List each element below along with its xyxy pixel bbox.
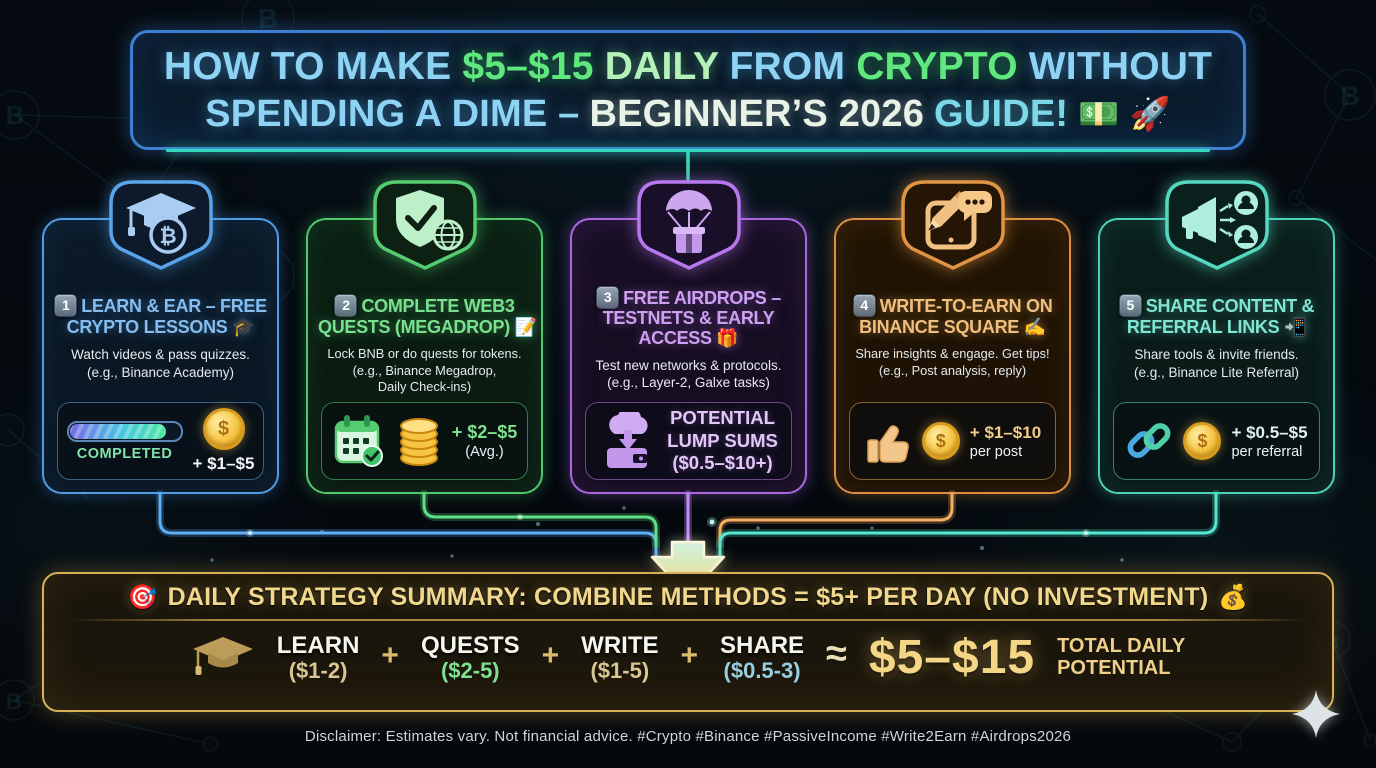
memo-emoji: 📝 bbox=[514, 317, 537, 338]
plus-sign: + bbox=[680, 638, 699, 672]
svg-text:B: B bbox=[1340, 81, 1360, 111]
reward-text: POTENTIAL LUMP SUMS ($0.5–$10+) bbox=[667, 407, 778, 474]
total-amount: $5–$15 bbox=[868, 631, 1036, 684]
number-badge: 5 bbox=[1118, 294, 1142, 317]
money-bag-emoji: 💰 bbox=[1218, 584, 1249, 611]
dollar-coin-icon: $ bbox=[1183, 422, 1222, 460]
card-share-referral: 5 SHARE CONTENT & REFERRAL LINKS 📲 Share … bbox=[1098, 180, 1335, 494]
card-description: Share tools & invite friends. (e.g., Bin… bbox=[1133, 347, 1300, 380]
card-description: Watch videos & pass quizzes. (e.g., Bina… bbox=[71, 347, 250, 380]
number-badge: 3 bbox=[596, 286, 620, 309]
card-title: 2 COMPLETE WEB3 QUESTS (MEGADROP) 📝 bbox=[318, 294, 537, 338]
mobile-phone-emoji: 📲 bbox=[1284, 317, 1307, 338]
card-earnings-box: COMPLETED $ + $1–$5 bbox=[57, 402, 264, 480]
chain-link-icon bbox=[1128, 423, 1171, 458]
sparkle-star-icon bbox=[1292, 690, 1340, 738]
graduation-cap-emoji: 🎓 bbox=[232, 317, 255, 338]
progress-bar bbox=[66, 420, 183, 442]
title-segment: HOW TO MAKE bbox=[163, 44, 452, 88]
graduation-cap-icon bbox=[192, 636, 253, 675]
shield-check-globe-icon bbox=[372, 180, 477, 270]
card-title: 3 FREE AIRDROPS – TESTNETS & EARLY ACCESS… bbox=[582, 286, 795, 349]
daily-strategy-summary: 🎯 DAILY STRATEGY SUMMARY: COMBINE METHOD… bbox=[42, 572, 1334, 712]
svg-text:B: B bbox=[6, 100, 25, 130]
dollar-coin-icon: $ bbox=[921, 422, 960, 460]
summary-item-learn: LEARN ($1-2) bbox=[276, 632, 360, 683]
title-line-2: SPENDING A DIME – BEGINNER’S 2026 GUIDE!… bbox=[205, 93, 1171, 136]
summary-divider bbox=[70, 619, 1306, 621]
title-segment: SPENDING A DIME – bbox=[205, 92, 580, 135]
title-line-1: HOW TO MAKE $5–$15 DAILY FROM CRYPTO WIT… bbox=[164, 45, 1212, 89]
reward-note: per referral bbox=[1231, 443, 1303, 460]
reward-amount: + $2–$5 bbox=[451, 422, 518, 442]
title-segment: DAILY bbox=[604, 44, 719, 88]
title-banner: HOW TO MAKE $5–$15 DAILY FROM CRYPTO WIT… bbox=[130, 30, 1246, 150]
title-segment: CRYPTO bbox=[856, 44, 1018, 88]
thumbs-up-icon bbox=[867, 425, 909, 463]
summary-item-share: SHARE ($0.5-3) bbox=[720, 632, 805, 683]
title-segment: GUIDE! bbox=[934, 92, 1069, 135]
reward-amount: + $0.5–$5 bbox=[1231, 422, 1308, 442]
number-badge: 1 bbox=[54, 294, 78, 317]
dollar-coin-icon: $ bbox=[202, 408, 245, 450]
number-badge: 2 bbox=[334, 294, 358, 317]
total-label: TOTAL DAILY POTENTIAL bbox=[1057, 634, 1186, 679]
svg-text:B: B bbox=[258, 3, 278, 34]
card-title: 5 SHARE CONTENT & REFERRAL LINKS 📲 bbox=[1110, 294, 1323, 338]
reward-note: (Avg.) bbox=[465, 444, 504, 460]
reward-amount: + $1–$10 bbox=[969, 422, 1042, 442]
card-earnings-box: $ + $0.5–$5 per referral bbox=[1113, 402, 1320, 480]
pencil-tablet-chat-icon bbox=[900, 180, 1005, 270]
title-segment: WITHOUT bbox=[1028, 44, 1213, 88]
svg-text:B: B bbox=[6, 689, 22, 714]
reward-note: per post bbox=[969, 443, 1023, 460]
number-badge: 4 bbox=[852, 294, 876, 317]
graduation-cap-bitcoin-icon: ₿ bbox=[108, 180, 213, 270]
card-write-to-earn: 4 WRITE-TO-EARN ON BINANCE SQUARE ✍️ Shar… bbox=[834, 180, 1071, 494]
card-description: Test new networks & protocols. (e.g., La… bbox=[595, 357, 782, 390]
title-amount: $5–$15 bbox=[462, 44, 594, 88]
megaphone-people-icon bbox=[1164, 180, 1269, 270]
money-banknote-emoji: 💵 bbox=[1078, 94, 1120, 132]
card-earnings-box: + $2–$5 (Avg.) bbox=[321, 402, 528, 480]
title-segment: FROM bbox=[729, 44, 846, 88]
card-free-airdrops: 3 FREE AIRDROPS – TESTNETS & EARLY ACCESS… bbox=[570, 180, 807, 494]
card-description: Share insights & engage. Get tips! (e.g.… bbox=[855, 346, 1050, 378]
plus-sign: + bbox=[381, 638, 399, 672]
glow-particles bbox=[246, 513, 1090, 537]
plus-sign: + bbox=[541, 638, 560, 672]
card-description: Lock BNB or do quests for tokens. (e.g.,… bbox=[327, 346, 522, 395]
approx-sign: ≈ bbox=[826, 633, 847, 675]
banner-teal-underline bbox=[166, 149, 1210, 152]
rocket-emoji: 🚀 bbox=[1129, 94, 1171, 132]
progress-bar-fill bbox=[69, 423, 167, 439]
title-segment: BEGINNER’S 2026 bbox=[589, 92, 925, 135]
airdrop-wallet-icon bbox=[607, 412, 648, 468]
writing-hand-emoji: ✍️ bbox=[1023, 317, 1046, 338]
reward-amount: + $1–$5 bbox=[192, 454, 255, 473]
disclaimer-text: Disclaimer: Estimates vary. Not financia… bbox=[304, 728, 1072, 745]
svg-text:₿: ₿ bbox=[159, 225, 176, 248]
card-earnings-box: $ + $1–$10 per post bbox=[849, 402, 1056, 480]
card-earnings-box: POTENTIAL LUMP SUMS ($0.5–$10+) bbox=[585, 402, 792, 480]
gift-emoji: 🎁 bbox=[716, 327, 739, 348]
summary-item-write: WRITE ($1-5) bbox=[581, 632, 659, 683]
target-emoji: 🎯 bbox=[127, 584, 158, 611]
summary-heading: 🎯 DAILY STRATEGY SUMMARY: COMBINE METHOD… bbox=[127, 583, 1249, 611]
summary-formula-row: LEARN ($1-2) + QUESTS ($2-5) + WRITE ($1… bbox=[44, 630, 1332, 685]
card-title: 4 WRITE-TO-EARN ON BINANCE SQUARE ✍️ bbox=[846, 294, 1059, 338]
calendar-check-icon bbox=[334, 415, 383, 467]
coin-stack-icon bbox=[399, 418, 438, 466]
card-title: 1 LEARN & EAR – FREE CRYPTO LESSONS 🎓 bbox=[54, 294, 267, 338]
parachute-gift-icon bbox=[636, 180, 741, 270]
progress-status: COMPLETED bbox=[76, 445, 173, 462]
summary-item-quests: QUESTS ($2-5) bbox=[420, 632, 520, 683]
